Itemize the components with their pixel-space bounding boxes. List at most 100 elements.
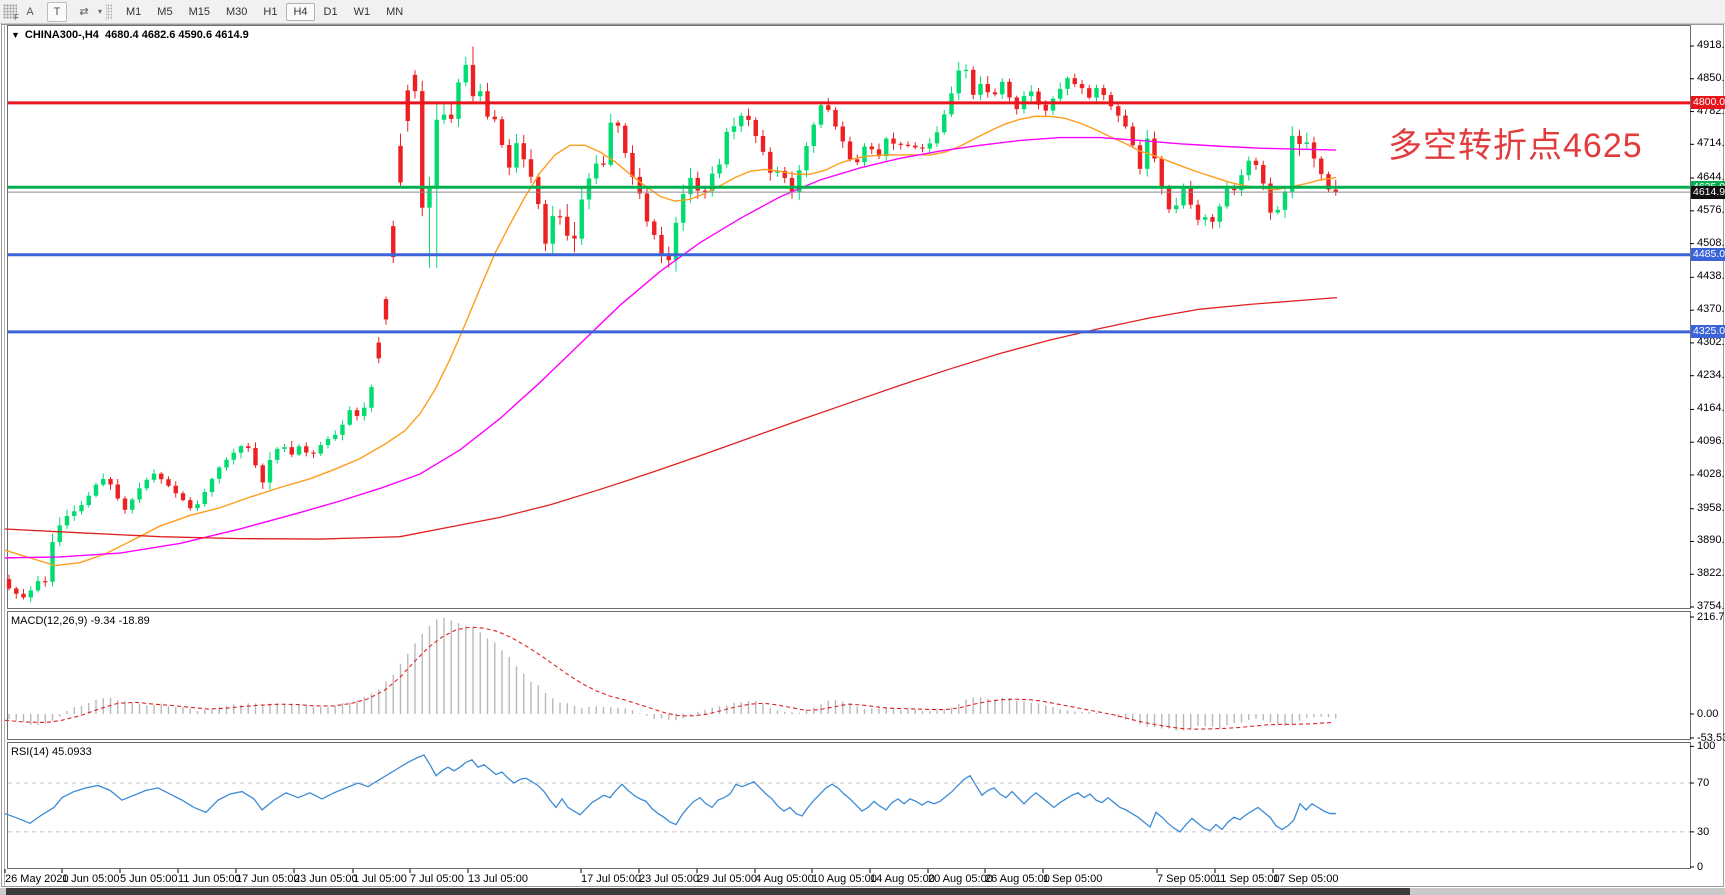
candlestick	[64, 515, 70, 526]
candlestick	[768, 151, 773, 173]
candlestick	[1188, 187, 1193, 205]
text-label-icon[interactable]: T	[47, 1, 67, 22]
candlestick	[971, 69, 976, 95]
candlestick	[1224, 188, 1230, 207]
price-tick-label: 4438.0	[1697, 270, 1725, 283]
candlestick	[441, 114, 447, 120]
date-label: 17 Jun 05:00	[236, 873, 300, 885]
price-annotation-text[interactable]: 多空转折点4625	[1388, 127, 1643, 165]
candlestick	[913, 145, 918, 148]
candlestick	[296, 446, 302, 455]
price-tick-label: 4028.0	[1697, 467, 1725, 480]
candlestick	[536, 176, 541, 205]
candlestick	[579, 199, 584, 239]
candlestick	[818, 105, 824, 125]
date-label: 7 Jul 05:00	[410, 873, 464, 885]
date-label: 17 Jul 05:00	[581, 873, 641, 885]
candlestick	[151, 473, 157, 480]
timeframe-button-h1[interactable]: H1	[263, 5, 278, 18]
candlestick	[1094, 88, 1099, 98]
rsi-tick-label: 70	[1697, 777, 1710, 790]
date-label: 7 Sep 05:00	[1157, 873, 1217, 885]
candlestick	[325, 438, 331, 446]
candlestick	[383, 299, 389, 320]
candlestick	[637, 176, 642, 194]
candlestick	[108, 478, 113, 485]
horizontal-scrollbar-thumb[interactable]	[6, 888, 1410, 895]
candlestick	[72, 511, 77, 516]
candlestick	[1326, 174, 1331, 190]
candlestick	[992, 92, 998, 95]
indicator-line	[4, 626, 1333, 730]
candlestick	[528, 159, 534, 177]
candlestick	[311, 452, 316, 454]
price-badge-4614.9: 4614.9	[1691, 185, 1725, 199]
candlestick	[1297, 135, 1302, 144]
toolbar-separator	[106, 3, 113, 20]
chevron-down-icon[interactable]: ▼	[11, 30, 20, 40]
timeframe-button-mn[interactable]: MN	[386, 5, 404, 18]
candlestick	[369, 386, 374, 408]
candlestick	[79, 505, 84, 512]
candlestick	[804, 146, 809, 171]
candlestick	[1246, 160, 1251, 176]
macd-tick-label: 216.78	[1697, 610, 1725, 623]
candlestick	[753, 119, 758, 137]
candlestick	[28, 590, 33, 598]
timeframe-button-h4[interactable]: H4	[286, 2, 315, 21]
macd-tick-label: -53.53	[1697, 731, 1725, 744]
candlestick	[608, 122, 613, 165]
indicator-line	[4, 115, 1337, 567]
timeframe-button-m15[interactable]: M15	[188, 5, 210, 18]
price-tick-label: 4096.0	[1697, 435, 1725, 448]
candlestick	[86, 495, 91, 506]
candlestick	[1282, 191, 1288, 210]
candlestick	[1253, 160, 1259, 166]
dropdown-caret-icon[interactable]: ▾	[98, 7, 103, 16]
candlestick	[267, 459, 273, 483]
drag-handle-f-icon[interactable]: F	[3, 4, 19, 22]
candlestick	[93, 484, 99, 496]
candlestick	[666, 253, 671, 261]
candlestick	[905, 144, 911, 146]
candlestick	[354, 410, 360, 417]
candlestick	[775, 170, 780, 173]
price-tick-label: 3890.0	[1697, 534, 1725, 547]
candlestick	[347, 410, 352, 425]
rsi-tick-label: 100	[1697, 740, 1716, 753]
cursor-arrows-icon[interactable]: ⇄	[79, 6, 89, 18]
candlestick	[1333, 189, 1338, 193]
candlestick	[826, 105, 831, 110]
candlestick	[557, 216, 563, 218]
date-label: 23 Jul 05:00	[639, 873, 699, 885]
candlestick	[470, 64, 476, 97]
candlestick	[180, 493, 186, 501]
date-label: 1 Jun 05:00	[62, 873, 120, 885]
candlestick	[615, 122, 621, 126]
price-badge-4485.0: 4485.0	[1691, 248, 1725, 262]
candlestick	[963, 69, 969, 72]
date-label: 1 Jul 05:00	[353, 873, 407, 885]
candlestick	[833, 109, 838, 127]
text-a-icon[interactable]: A	[26, 5, 34, 18]
timeframe-button-d1[interactable]: D1	[323, 5, 338, 18]
price-badge-4800.0: 4800.0	[1691, 96, 1725, 110]
candlestick	[122, 498, 128, 510]
candlestick	[782, 170, 787, 178]
candlestick	[449, 114, 454, 119]
candlestick	[847, 141, 853, 160]
timeframe-button-m30[interactable]: M30	[225, 5, 248, 18]
timeframe-button-m1[interactable]: M1	[126, 5, 142, 18]
timeframe-button-m5[interactable]: M5	[157, 5, 173, 18]
rsi-tick-label: 30	[1697, 825, 1710, 838]
candlestick	[50, 542, 55, 582]
timeframe-button-w1[interactable]: W1	[353, 5, 371, 18]
candlestick	[1007, 81, 1012, 98]
candlestick	[1101, 88, 1106, 95]
chart-title[interactable]: ▼ CHINA300-,H4 4680.4 4682.6 4590.6 4614.…	[11, 29, 249, 41]
candlestick	[405, 90, 410, 121]
candlestick	[731, 126, 737, 132]
price-tick-label: 4234.0	[1697, 368, 1725, 381]
candlestick	[231, 452, 236, 460]
